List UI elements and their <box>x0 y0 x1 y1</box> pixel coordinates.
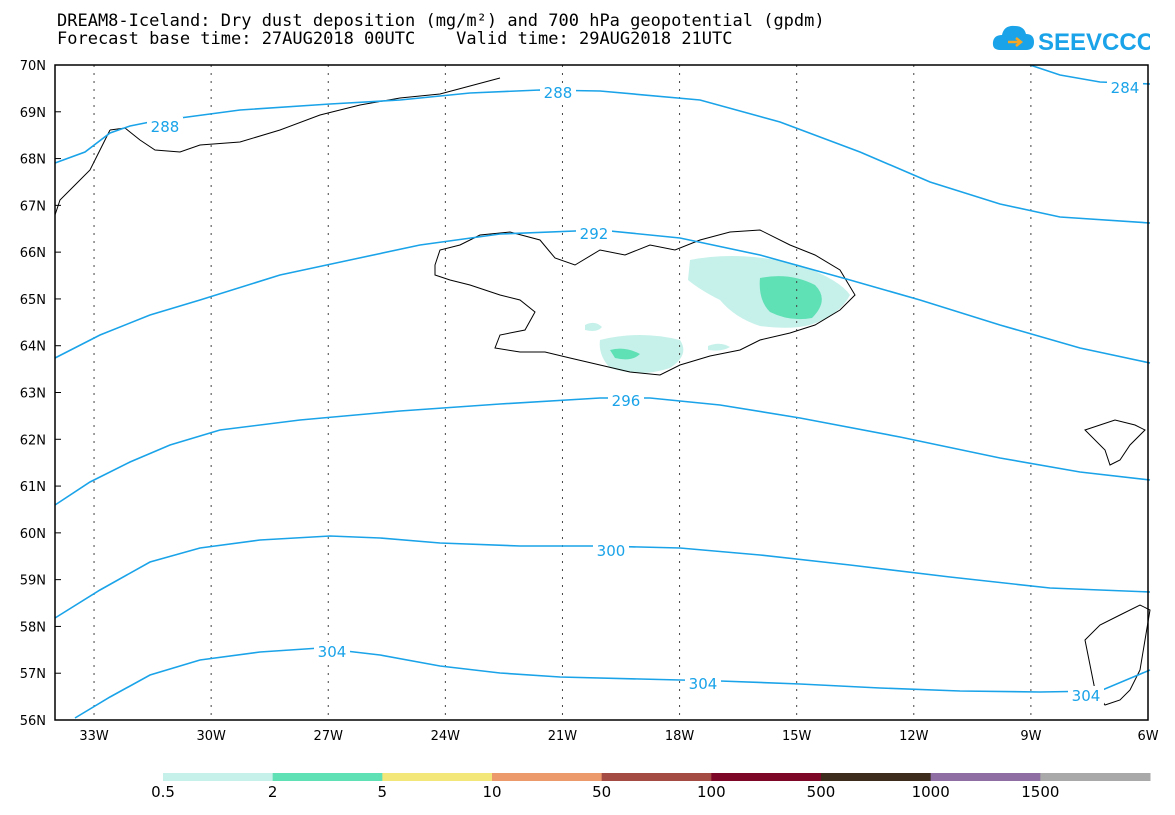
lon-label: 18W <box>665 729 695 744</box>
lat-label: 58N <box>20 620 46 635</box>
contour-labels: 288 288 284 292 296 300 304 304 304 <box>147 78 1143 705</box>
legend-swatch <box>382 773 493 781</box>
legend-swatch <box>1040 773 1151 781</box>
legend-label: 100 <box>697 783 726 801</box>
contour-label-bg <box>147 117 183 135</box>
contour-label: 288 <box>151 118 180 136</box>
legend-swatch <box>163 773 274 781</box>
lat-label: 59N <box>20 574 46 589</box>
lat-label: 61N <box>20 480 46 495</box>
lon-label: 9W <box>1020 729 1041 744</box>
lat-label: 62N <box>20 433 46 448</box>
lat-label: 67N <box>20 199 46 214</box>
legend-label: 1000 <box>911 783 950 801</box>
coastlines <box>54 77 1151 706</box>
legend-swatch <box>601 773 712 781</box>
lat-label: 70N <box>20 59 46 74</box>
legend-swatch <box>272 773 383 781</box>
legend-label: 0.5 <box>151 783 175 801</box>
contour-label-bg <box>1107 78 1143 96</box>
contour-label-bg <box>685 674 721 692</box>
lat-label: 69N <box>20 106 46 121</box>
lon-label: 24W <box>431 729 461 744</box>
contour-label: 288 <box>544 84 573 102</box>
map-title-line1: DREAM8-Iceland: Dry dust deposition (mg/… <box>57 11 825 31</box>
lon-label: 30W <box>196 729 226 744</box>
legend-label: 5 <box>377 783 388 801</box>
legend-label: 2 <box>267 783 278 801</box>
legend-labels: 0.5 2 5 10 50 100 500 1000 1500 <box>0 783 1175 803</box>
cloud-arrow-icon <box>992 25 1034 50</box>
color-legend-bar <box>163 773 1151 781</box>
lat-label: 63N <box>20 387 46 402</box>
contour-label-bg <box>1068 686 1104 704</box>
longitude-labels: 33W 30W 27W 24W 21W 18W 15W 12W 9W 6W <box>79 729 1158 744</box>
seevccc-logo: SEEVCCC <box>990 20 1154 58</box>
lat-label: 68N <box>20 153 46 168</box>
contour-label: 304 <box>1072 687 1101 705</box>
legend-label: 10 <box>482 783 502 801</box>
latitude-labels: 70N 69N 68N 67N 66N 65N 64N 63N 62N 61N 60N 59N 58N 5… <box>20 59 61 729</box>
contour-label: 284 <box>1111 79 1140 97</box>
graticule <box>93 65 1032 720</box>
dust-shading <box>585 256 850 373</box>
contour-label-bg <box>576 224 612 242</box>
logo-text: SEEVCCC <box>1038 29 1150 56</box>
legend-label: 500 <box>806 783 836 801</box>
contour-label-bg <box>540 83 576 101</box>
legend-swatch <box>930 773 1041 781</box>
contour-label-bg <box>314 642 350 660</box>
lon-label: 6W <box>1137 729 1158 744</box>
lat-label: 64N <box>20 340 46 355</box>
lon-label: 27W <box>314 729 344 744</box>
contour-label: 296 <box>612 392 641 410</box>
lat-label: 60N <box>20 527 46 542</box>
contour-label: 304 <box>689 675 718 693</box>
lon-label: 15W <box>782 729 812 744</box>
legend-swatch <box>492 773 603 781</box>
contour-label: 300 <box>597 542 626 560</box>
lat-label: 56N <box>20 714 46 729</box>
contour-label: 304 <box>318 643 347 661</box>
legend-swatch <box>821 773 932 781</box>
lon-label: 33W <box>79 729 109 744</box>
legend-swatch <box>711 773 822 781</box>
lat-label: 66N <box>20 246 46 261</box>
lat-label: 57N <box>20 667 46 682</box>
lat-label: 65N <box>20 293 46 308</box>
lon-label: 12W <box>899 729 929 744</box>
legend-label: 50 <box>592 783 612 801</box>
contour-label-bg <box>593 541 629 559</box>
legend-label: 1500 <box>1021 783 1060 801</box>
contour-label-bg <box>608 391 644 409</box>
lon-label: 21W <box>548 729 578 744</box>
map-frame <box>54 64 1149 721</box>
map-title-line2: Forecast base time: 27AUG2018 00UTC Vali… <box>57 29 733 49</box>
contour-label: 292 <box>580 225 609 243</box>
geopotential-contours <box>54 64 1151 719</box>
